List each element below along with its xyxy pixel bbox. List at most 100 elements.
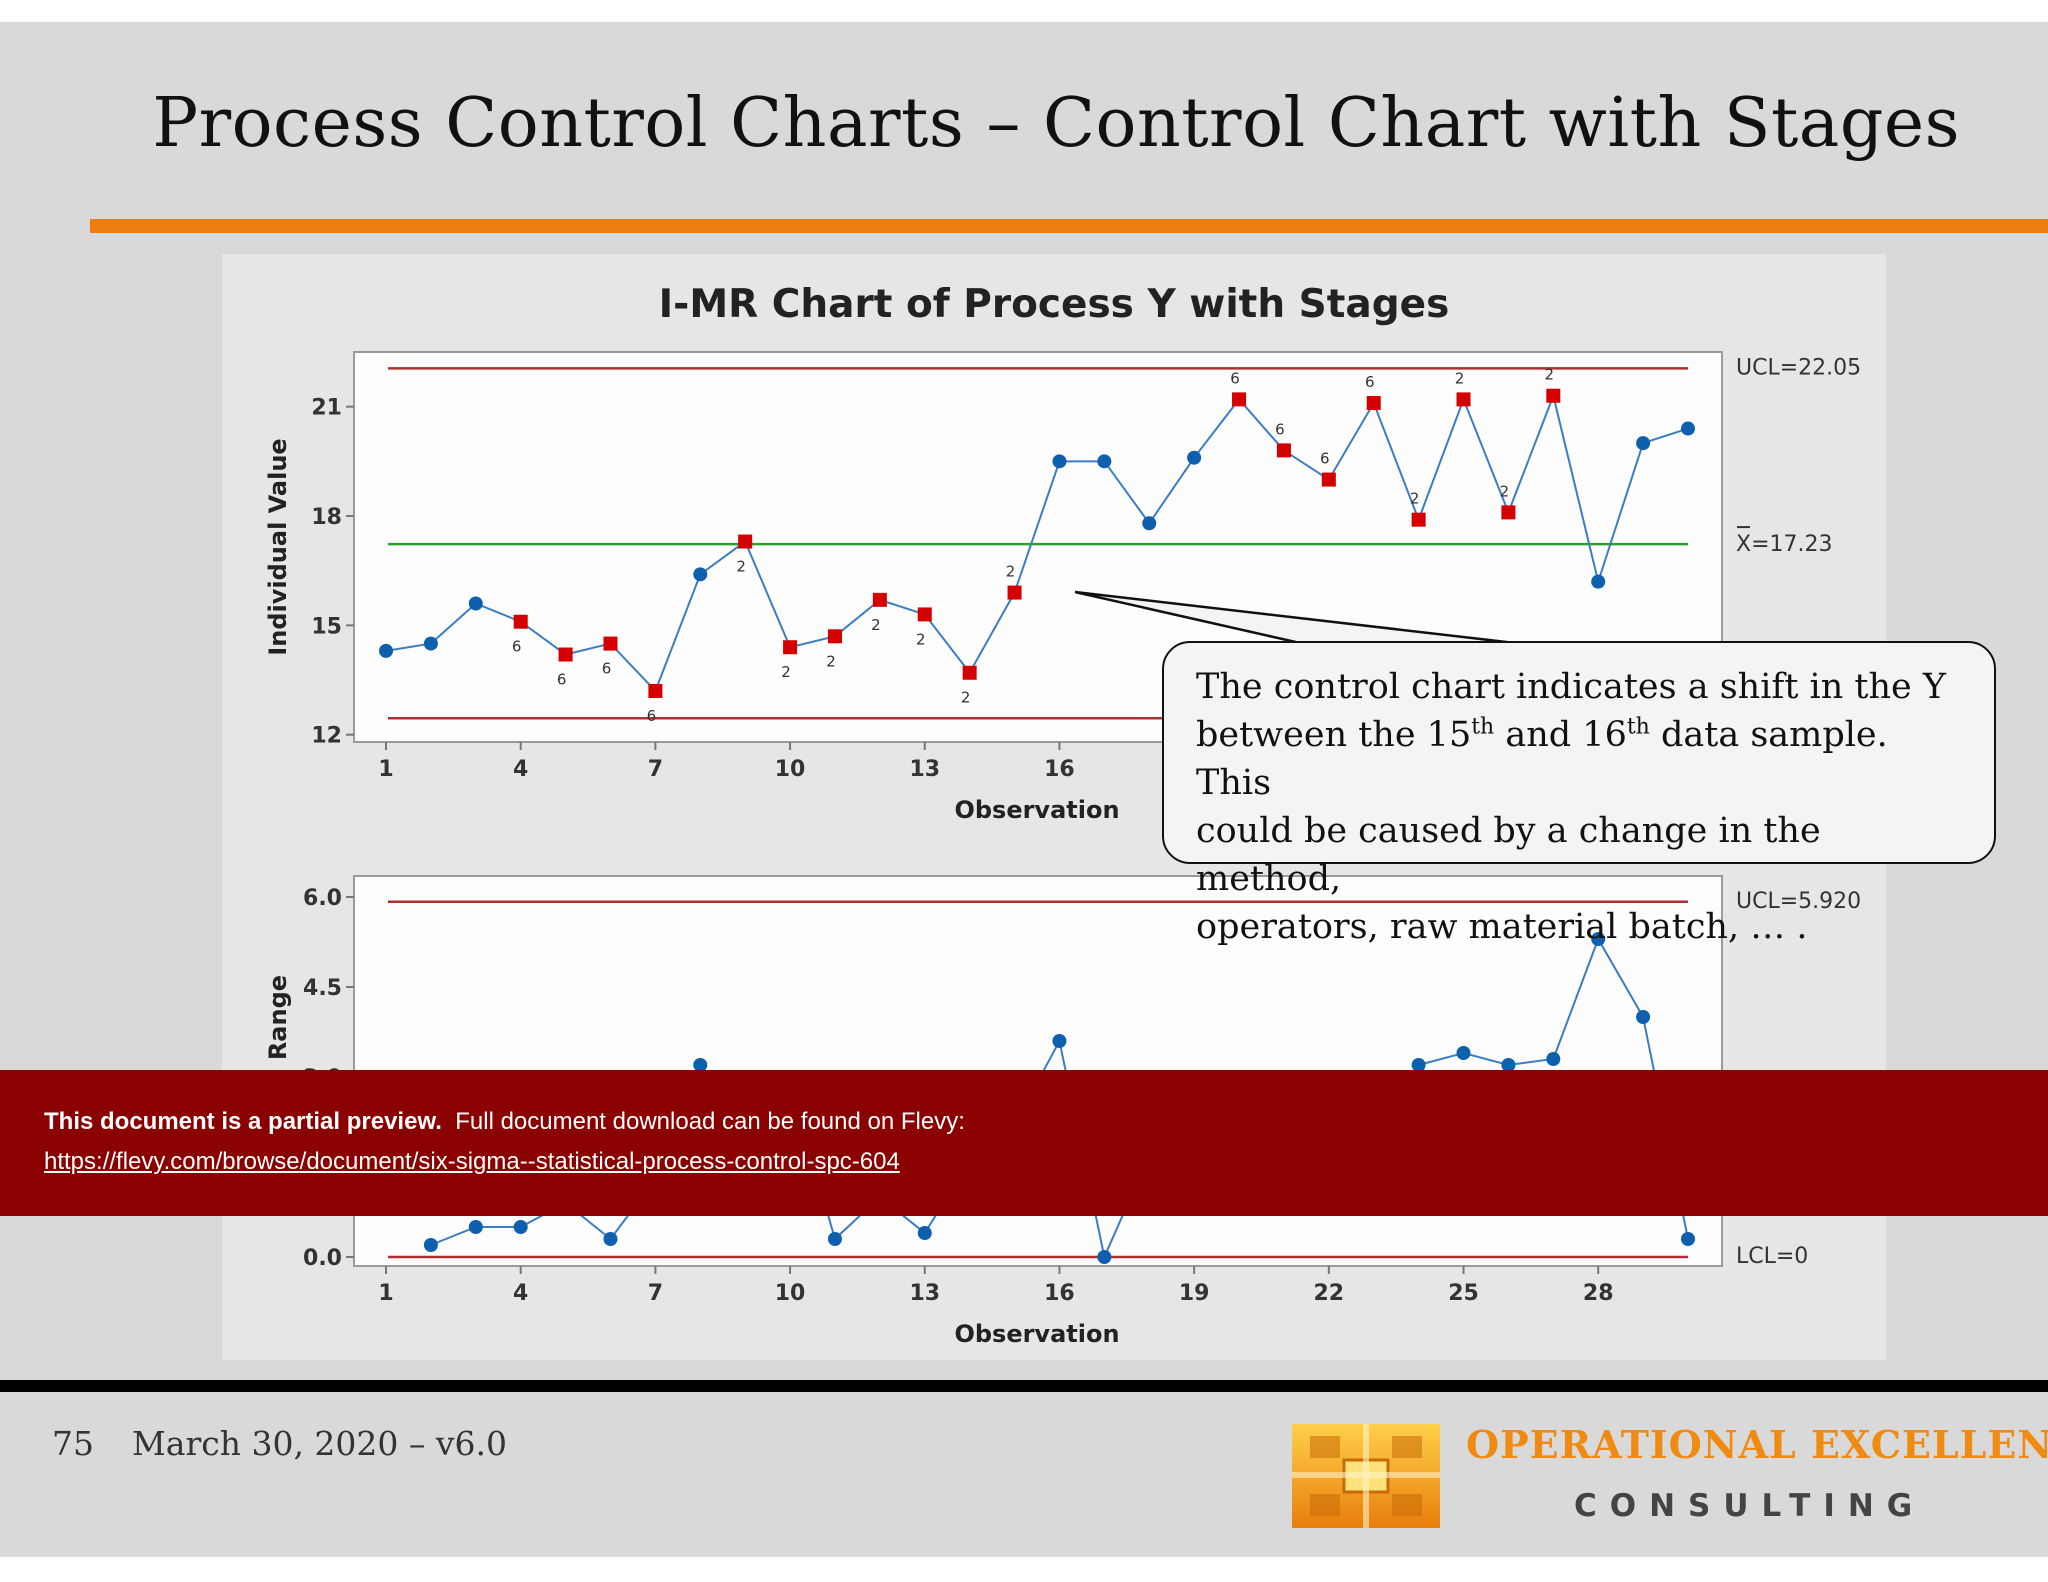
test-flag-label: 6 xyxy=(1230,369,1240,387)
y-tick-label: 21 xyxy=(311,396,342,421)
slide-title: Process Control Charts – Control Chart w… xyxy=(152,84,1960,163)
company-logo-icon xyxy=(1292,1424,1440,1528)
flagged-point xyxy=(1411,512,1426,527)
flagged-point xyxy=(917,607,932,622)
preview-notice-text: Full document download can be found on F… xyxy=(455,1108,965,1135)
preview-banner: This document is a partial preview. Full… xyxy=(0,1070,2048,1216)
callout-superscript: th xyxy=(1626,714,1650,740)
y-tick-label: 6.0 xyxy=(303,886,342,911)
x-tick-label: 1 xyxy=(378,757,393,782)
callout-superscript: th xyxy=(1471,714,1495,740)
test-flag-label: 2 xyxy=(916,630,926,648)
flagged-point xyxy=(1276,443,1291,458)
data-point xyxy=(379,643,393,658)
test-flag-label: 6 xyxy=(602,660,612,678)
data-point xyxy=(603,1232,618,1246)
test-flag-label: 2 xyxy=(1545,366,1555,384)
test-flag-label: 2 xyxy=(1500,482,1510,500)
data-point xyxy=(468,1220,483,1234)
flagged-point xyxy=(558,647,573,662)
x-tick-label: 22 xyxy=(1314,1281,1345,1306)
x-tick-label: 13 xyxy=(909,1281,940,1306)
page-number: 75 xyxy=(52,1424,94,1463)
x-tick-label: 28 xyxy=(1583,1281,1614,1306)
flagged-point xyxy=(1232,392,1247,407)
x-tick-label: 7 xyxy=(648,757,663,782)
test-flag-label: 6 xyxy=(647,707,657,725)
test-flag-label: 6 xyxy=(1275,420,1285,438)
series-line xyxy=(385,392,1689,693)
data-point xyxy=(1052,1034,1067,1048)
data-point xyxy=(827,1232,842,1246)
flagged-point xyxy=(1501,505,1516,520)
chart-title: I-MR Chart of Process Y with Stages xyxy=(659,282,1450,327)
y-tick-label: 12 xyxy=(311,724,342,749)
flagged-point xyxy=(962,665,977,680)
data-point xyxy=(468,596,483,611)
center-label: X=17.23 xyxy=(1736,532,1833,557)
preview-notice: This document is a partial preview. Full… xyxy=(44,1108,965,1136)
flagged-point xyxy=(513,614,528,629)
y-tick-label: 18 xyxy=(311,505,342,530)
test-flag-label: 6 xyxy=(1320,450,1330,468)
data-point xyxy=(1097,1250,1112,1264)
data-point xyxy=(1097,454,1112,469)
data-point xyxy=(1636,436,1651,451)
callout-text: and 16 xyxy=(1494,715,1627,755)
ucl-label: UCL=22.05 xyxy=(1736,355,1861,380)
data-point xyxy=(1681,421,1695,436)
lcl-label: LCL=0 xyxy=(1736,1244,1808,1269)
data-point xyxy=(1142,516,1157,531)
callout-line: operators, raw material batch, … . xyxy=(1196,907,1808,947)
ucl-label: UCL=5.920 xyxy=(1736,889,1861,914)
callout-text: between the 15 xyxy=(1196,715,1472,755)
test-flag-label: 2 xyxy=(1455,369,1465,387)
data-point xyxy=(917,1226,932,1240)
flagged-point xyxy=(1366,396,1381,411)
flagged-point xyxy=(1007,585,1022,600)
flagged-point xyxy=(783,640,798,655)
x-tick-label: 16 xyxy=(1044,757,1075,782)
x-axis-title: Observation xyxy=(954,796,1119,824)
test-flag-label: 2 xyxy=(736,558,746,576)
test-flag-label: 6 xyxy=(1365,373,1375,391)
data-point xyxy=(1411,1058,1426,1072)
test-flag-label: 6 xyxy=(557,671,567,689)
test-flag-label: 6 xyxy=(512,638,522,656)
company-tagline: CONSULTING xyxy=(1574,1488,1926,1524)
y-axis-title: Individual Value xyxy=(264,438,292,655)
x-tick-label: 10 xyxy=(775,757,806,782)
data-point xyxy=(693,567,708,582)
flagged-point xyxy=(648,683,663,698)
y-tick-label: 0.0 xyxy=(303,1246,342,1271)
title-underline xyxy=(90,219,2048,233)
flagged-point xyxy=(1321,472,1336,487)
data-point xyxy=(693,1058,708,1072)
data-point xyxy=(1591,574,1606,589)
flagged-point xyxy=(827,629,842,644)
test-flag-label: 2 xyxy=(1410,490,1420,508)
x-tick-label: 16 xyxy=(1044,1281,1075,1306)
footer-rule xyxy=(0,1380,2048,1392)
y-tick-label: 15 xyxy=(311,614,342,639)
x-tick-label: 1 xyxy=(378,1281,393,1306)
company-name: OPERATIONAL EXCELLENCE xyxy=(1466,1422,2048,1467)
flagged-point xyxy=(738,534,753,549)
x-tick-label: 19 xyxy=(1179,1281,1210,1306)
callout-line: The control chart indicates a shift in t… xyxy=(1196,667,1946,707)
test-flag-label: 2 xyxy=(871,616,881,634)
data-point xyxy=(1052,454,1067,469)
flagged-point xyxy=(603,636,618,651)
flagged-point xyxy=(1456,392,1471,407)
x-tick-label: 25 xyxy=(1448,1281,1479,1306)
data-point xyxy=(1456,1046,1471,1060)
data-point xyxy=(1591,932,1606,946)
x-tick-label: 13 xyxy=(909,757,940,782)
x-axis-title: Observation xyxy=(954,1320,1119,1348)
callout-line: could be caused by a change in the metho… xyxy=(1196,811,1821,899)
data-point xyxy=(1546,1052,1561,1066)
flagged-point xyxy=(1546,388,1561,403)
x-tick-label: 4 xyxy=(513,757,528,782)
flevy-document-link[interactable]: https://flevy.com/browse/document/six-si… xyxy=(44,1148,900,1175)
x-tick-label: 10 xyxy=(775,1281,806,1306)
